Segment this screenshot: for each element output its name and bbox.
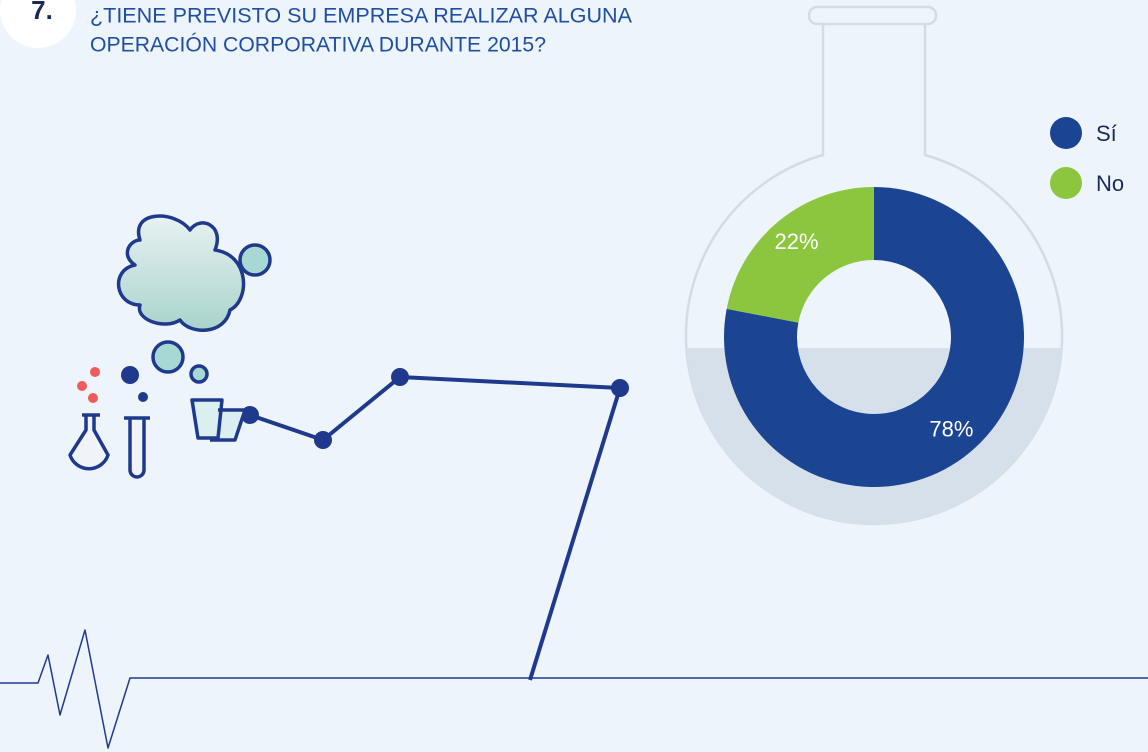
legend-label: No <box>1096 171 1124 196</box>
legend-label: Sí <box>1096 121 1117 146</box>
chart-title: OPERACIÓN CORPORATIVA DURANTE 2015? <box>90 34 546 57</box>
decoration <box>77 381 87 391</box>
number-badge <box>0 0 76 48</box>
legend-marker <box>1050 117 1082 149</box>
legend-marker <box>1050 167 1082 199</box>
decoration <box>88 393 98 403</box>
data-label: 22% <box>775 229 819 254</box>
decoration <box>0 214 1148 749</box>
donut-segment <box>724 187 1024 488</box>
donut-segment <box>726 187 874 323</box>
decoration <box>121 366 139 384</box>
decoration <box>138 392 148 402</box>
decoration <box>90 367 100 377</box>
chart-title: ¿TIENE PREVISTO SU EMPRESA REALIZAR ALGU… <box>90 5 632 28</box>
data-label: 78% <box>929 416 973 441</box>
question-number: 7. <box>31 0 53 25</box>
